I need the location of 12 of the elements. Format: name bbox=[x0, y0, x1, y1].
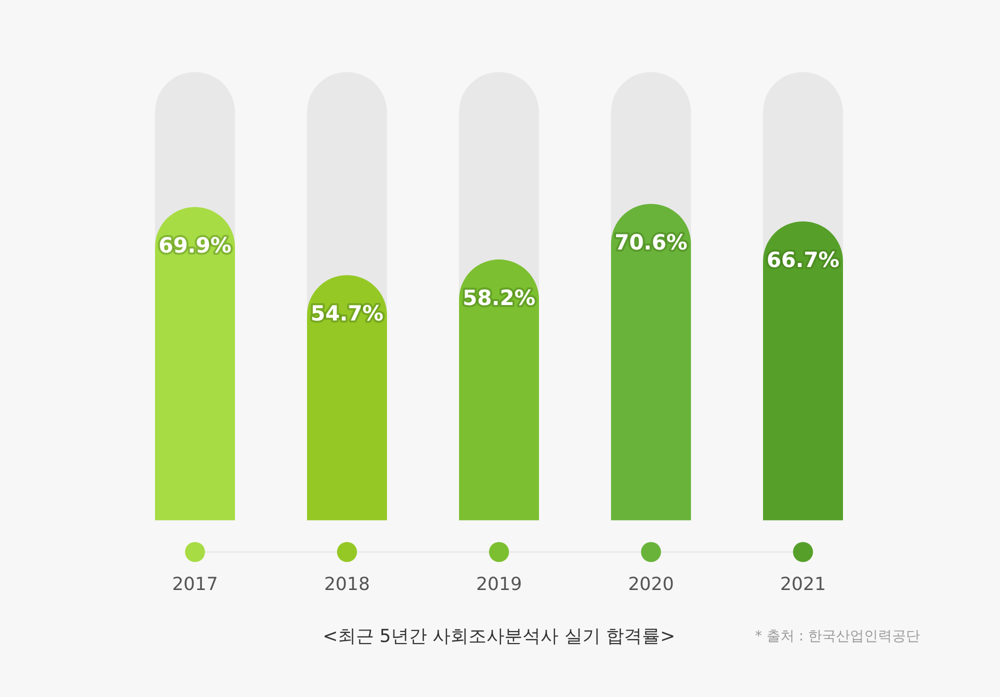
data-label: 66.7% bbox=[766, 248, 840, 272]
data-label: 54.7% bbox=[310, 302, 384, 326]
data-label: 69.9% bbox=[158, 233, 232, 258]
x-tick-label: 2020 bbox=[628, 574, 674, 595]
x-tick-label: 2021 bbox=[780, 574, 826, 595]
x-tick-label: 2017 bbox=[172, 574, 218, 595]
data-label: 58.2% bbox=[462, 286, 536, 310]
text: * 출처 : 한국산업인력공단 bbox=[755, 628, 920, 645]
x-tick-label: 2019 bbox=[476, 574, 522, 595]
x-tick-label: 2018 bbox=[324, 574, 370, 595]
text: <최근 5년간 사회조사분석사 실기 합격률> bbox=[322, 626, 676, 647]
data-label: 70.6% bbox=[614, 230, 688, 254]
